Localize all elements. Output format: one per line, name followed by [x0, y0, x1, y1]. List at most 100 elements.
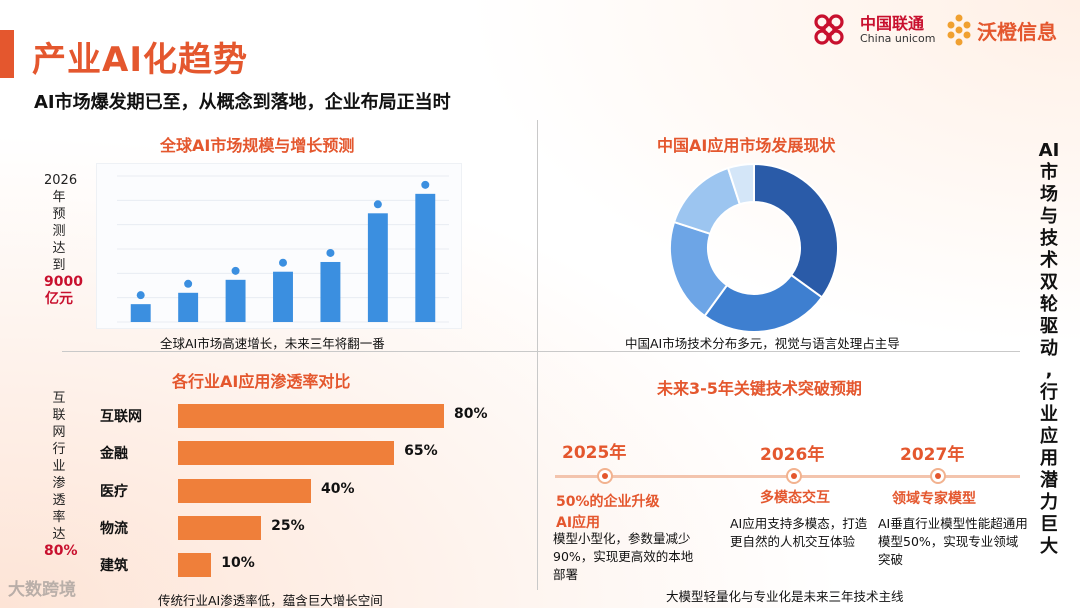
banner-char: 业: [1040, 404, 1058, 425]
bar-2025: [367, 213, 388, 322]
page-title: 产业AI化趋势: [32, 40, 248, 80]
global-market-chart-svg: [117, 175, 449, 323]
banner-char: 双: [1040, 272, 1058, 293]
banner-char: ,: [1045, 360, 1053, 381]
bar-2020: [130, 304, 151, 322]
bar-2023: [273, 271, 293, 322]
bar-marker-2020: [136, 291, 145, 300]
bar-2021: [178, 292, 199, 322]
timeline-desc-2027: AI垂直行业模型性能超通用模型50%，实现专业领域突破: [878, 516, 1028, 567]
bar-2026: [415, 193, 436, 322]
wocheng-logo: 沃橙信息: [945, 10, 1057, 50]
side-note-highlight: 亿元: [45, 291, 73, 307]
china-unicom-name-cn: 中国联通: [860, 14, 925, 33]
slice-其他: [726, 162, 755, 206]
slice-知识图谱: [672, 166, 742, 236]
bar-label: 医疗: [100, 484, 128, 500]
bar-建筑: [178, 553, 212, 577]
bar-2024: [320, 261, 341, 322]
page-subtitle: AI市场爆发期已至，从概念到落地，企业布局正当时: [34, 92, 451, 113]
timeline-dot: [597, 468, 613, 484]
slice-自然语言处理: [703, 273, 824, 333]
title-accent-bar: [0, 30, 14, 78]
side-note-line: 联: [52, 408, 66, 423]
penetration-caption: 传统行业AI渗透率低，蕴含巨大增长空间: [158, 593, 383, 608]
quadrant-divider-vertical: [537, 120, 538, 590]
side-note-line: 业: [52, 459, 66, 474]
bar-marker-2024: [326, 248, 335, 257]
banner-char: 动: [1040, 338, 1058, 359]
global-market-caption: 全球AI市场高速增长，未来三年将翻一番: [160, 336, 385, 351]
banner-char: 巨: [1040, 514, 1058, 535]
side-note-line: 行: [52, 442, 66, 457]
banner-char: 术: [1040, 250, 1058, 271]
quadrant-divider-horizontal: [62, 351, 1020, 352]
bar-marker-2026: [421, 180, 430, 189]
timeline-caption: 大模型轻量化与专业化是未来三年技术主线: [666, 589, 904, 604]
china-app-caption: 中国AI市场技术分布多元，视觉与语言处理占主导: [625, 336, 900, 351]
china-unicom-logo: 中国联通 China unicom: [806, 10, 935, 50]
banner-char: 行: [1040, 382, 1058, 403]
bar-marker-2021: [184, 279, 193, 288]
timeline-head-2026: 多模态交互: [760, 490, 830, 506]
banner-char: 驱: [1040, 316, 1058, 337]
banner-char: 应: [1040, 426, 1058, 447]
timeline-year-2025: 2025年: [562, 443, 627, 463]
timeline-desc-2025: 模型小型化，参数量减少90%，实现更高效的本地部署: [553, 531, 694, 582]
side-note-line: 到: [52, 258, 66, 273]
bar-医疗: [178, 479, 311, 503]
bar-value: 10%: [221, 555, 255, 571]
watermark: 大数跨境: [8, 580, 76, 600]
bar-value: 40%: [321, 481, 355, 497]
bar-marker-2022: [231, 266, 240, 275]
side-note-highlight: 80%: [44, 543, 78, 559]
side-note-line: 达: [52, 527, 66, 542]
banner-char: 市: [1040, 162, 1058, 183]
bar-2022: [225, 279, 246, 322]
side-note-line: 透: [52, 493, 66, 508]
bar-互联网: [178, 404, 444, 428]
bar-金融: [178, 441, 395, 465]
bar-marker-2025: [373, 200, 382, 209]
timeline-head-2027: 领域专家模型: [892, 491, 976, 507]
banner-char: AI: [1038, 140, 1060, 161]
bar-label: 建筑: [100, 558, 128, 574]
global-market-side-note: 2026 年 预 测 达 到 9000 亿元: [44, 172, 83, 308]
timeline-head-2025: 50%的企业升级: [556, 494, 660, 510]
side-note-line: 预: [52, 207, 66, 222]
banner-char: 技: [1040, 228, 1058, 249]
china-app-title: 中国AI应用市场发展现状: [657, 136, 836, 155]
bar-value: 65%: [404, 443, 438, 459]
side-note-line: 渗: [52, 476, 66, 491]
side-note-line: 率: [52, 510, 66, 525]
bar-value: 80%: [454, 406, 488, 422]
china-unicom-name-en: China unicom: [860, 32, 936, 45]
side-note-line: 达: [52, 241, 66, 256]
bar-value: 25%: [271, 518, 305, 534]
bar-label: 物流: [100, 521, 128, 537]
side-note-line: 互: [52, 391, 66, 406]
banner-char: 用: [1040, 448, 1058, 469]
timeline-year-2026: 2026年: [760, 445, 825, 465]
penetration-title: 各行业AI应用渗透率对比: [172, 372, 351, 391]
bar-物流: [178, 516, 262, 540]
timeline-title: 未来3-5年关键技术突破预期: [657, 379, 862, 398]
side-note-line: 2026: [44, 173, 78, 188]
bar-label: 互联网: [100, 409, 142, 425]
bar-label: 金融: [100, 446, 128, 462]
banner-char: 大: [1040, 536, 1058, 557]
side-note-line: 年: [52, 190, 66, 205]
banner-char: 力: [1040, 492, 1058, 513]
side-note-line: 测: [52, 224, 66, 239]
wocheng-name: 沃橙信息: [977, 19, 1057, 44]
banner-char: 与: [1040, 206, 1058, 227]
banner-char: 轮: [1040, 294, 1058, 315]
slice-计算机视觉: [753, 162, 839, 299]
side-note-line: 网: [52, 425, 66, 440]
china-app-donut: [668, 162, 840, 334]
banner-char: 潜: [1040, 470, 1058, 491]
china-app-donut-svg: [669, 162, 839, 333]
penetration-side-note: 互 联 网 行 业 渗 透 率 达 80%: [44, 390, 78, 560]
timeline-head-2025-line2: AI应用: [556, 515, 601, 531]
bar-marker-2023: [279, 258, 287, 267]
